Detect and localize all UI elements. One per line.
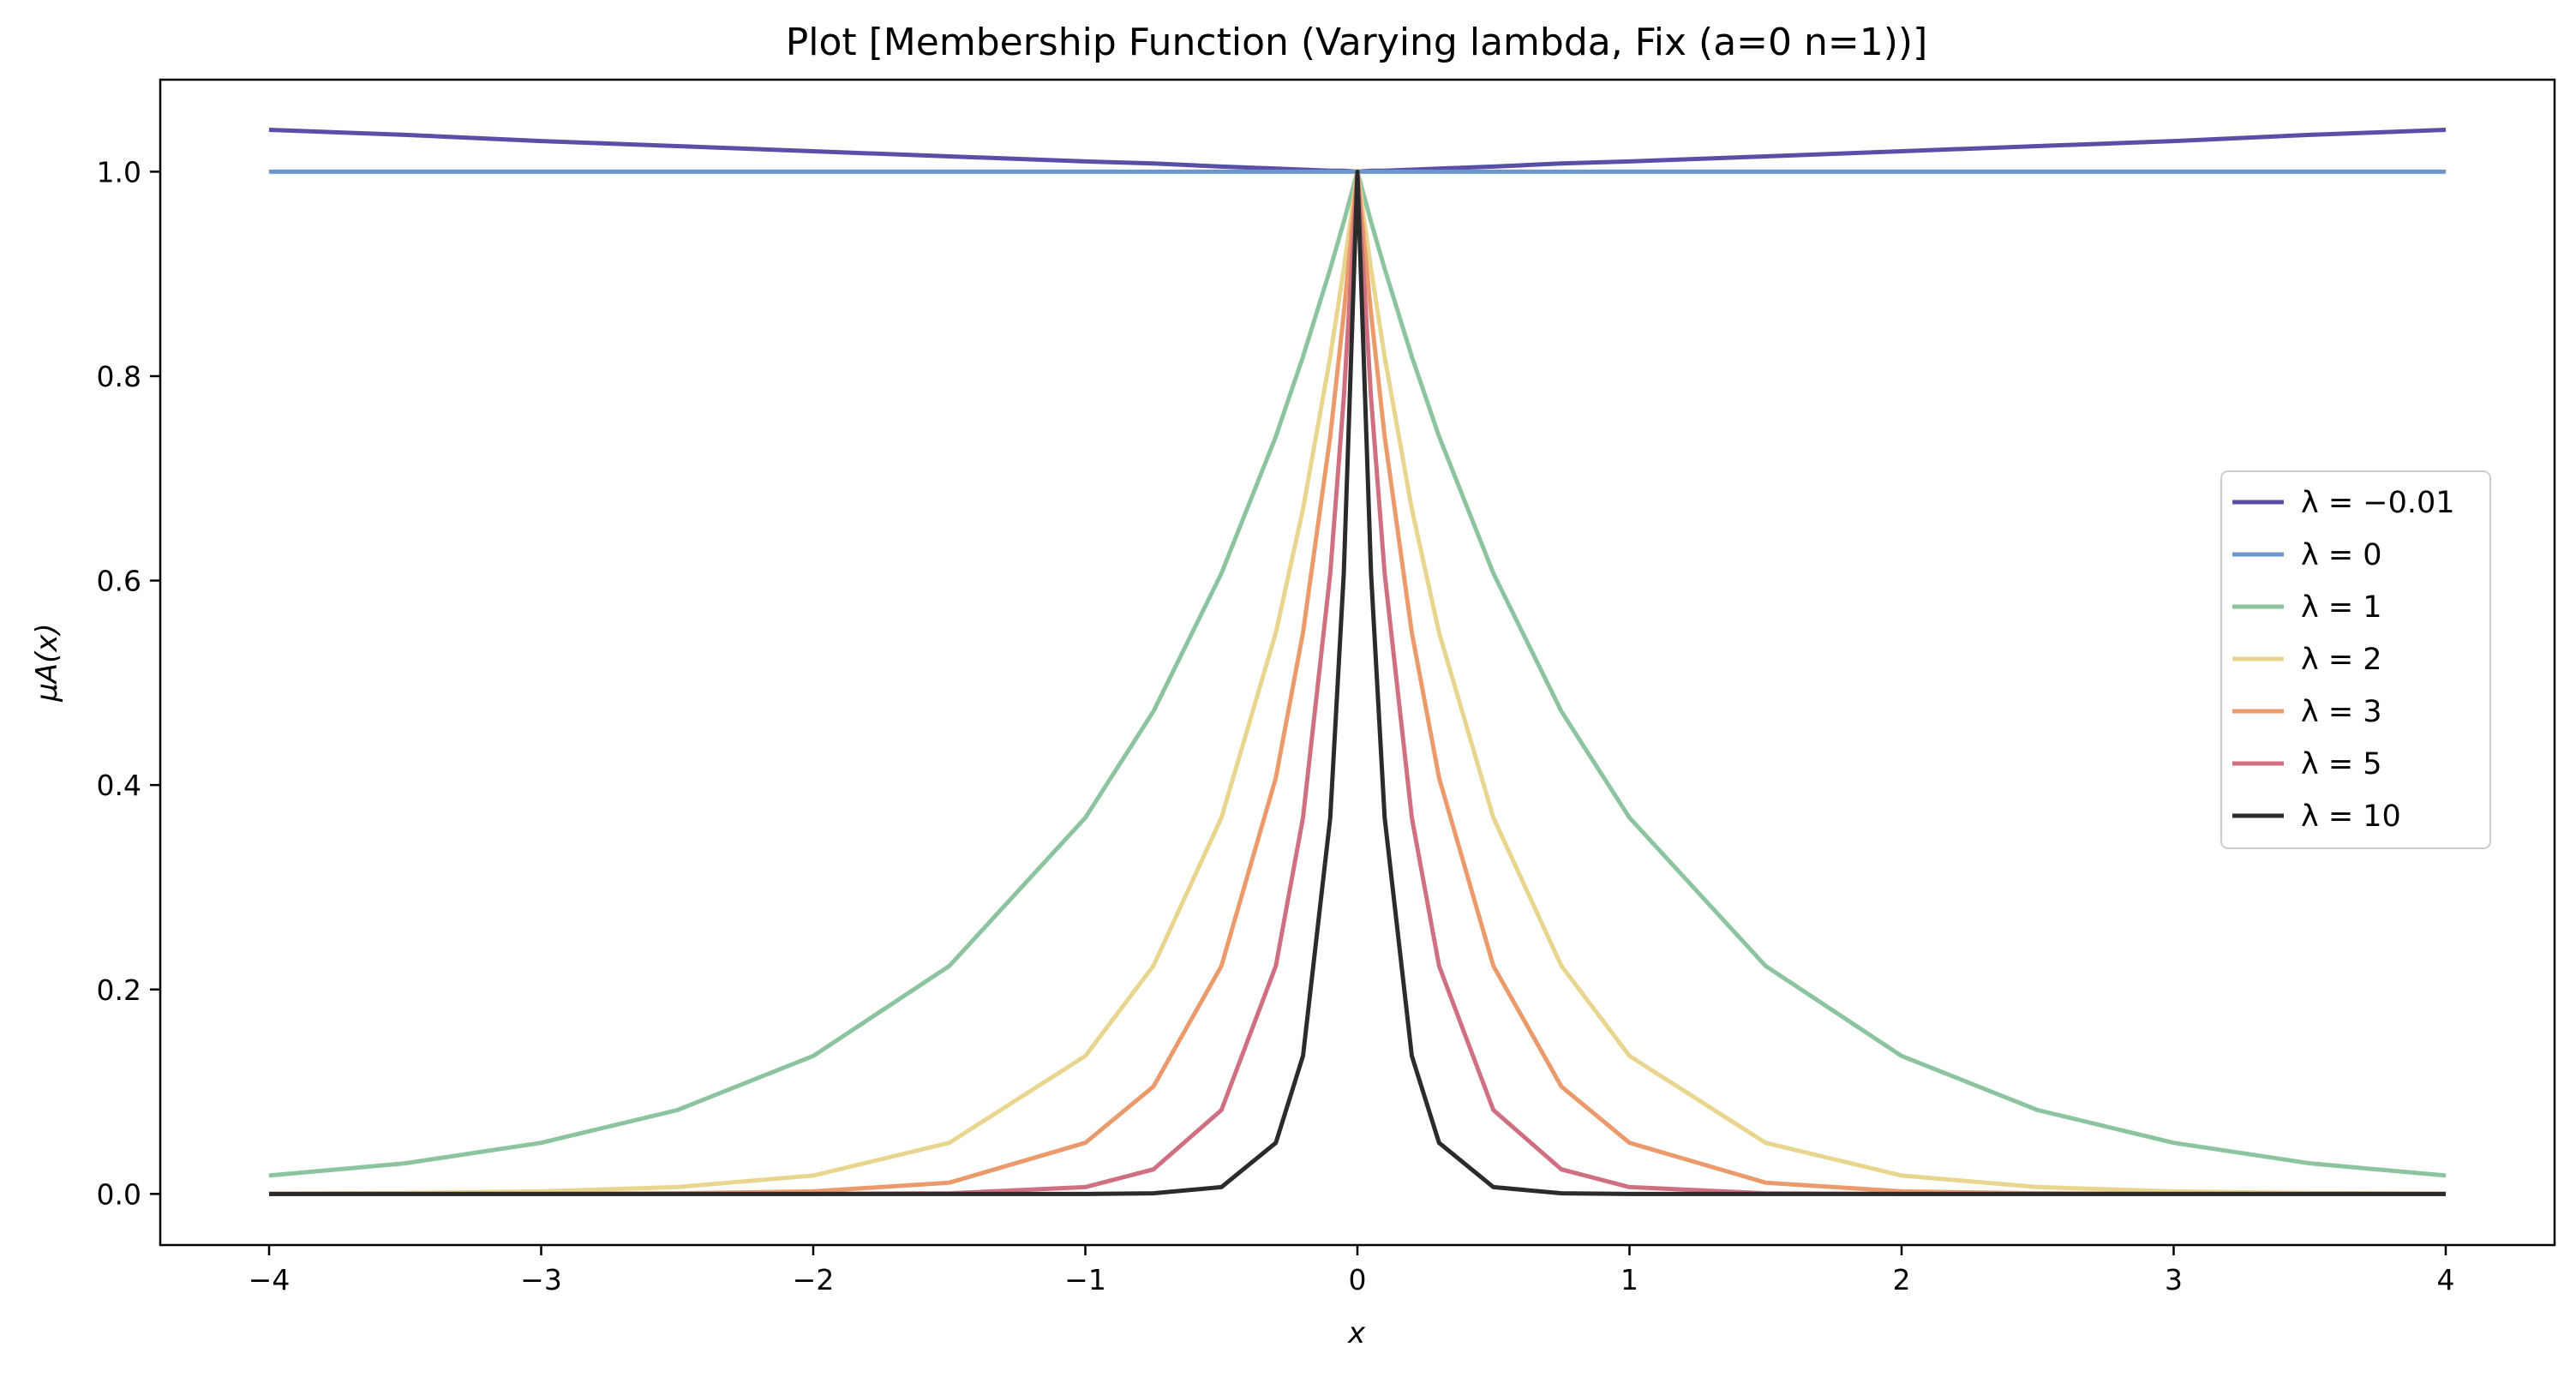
y-tick-label: 1.0 — [97, 155, 141, 189]
series-layer — [268, 128, 2447, 1196]
y-tick-label: 0.2 — [97, 973, 141, 1007]
x-tick-label: 3 — [2165, 1263, 2183, 1296]
x-tick-label: 4 — [2437, 1263, 2455, 1296]
legend-label-0: λ = −0.01 — [2301, 486, 2455, 520]
y-axis-label: μA(x) — [30, 623, 64, 703]
legend-label-3: λ = 2 — [2301, 643, 2382, 677]
legend-label-4: λ = 3 — [2301, 695, 2382, 729]
legend-label-1: λ = 0 — [2301, 538, 2382, 572]
x-axis-ticks: −4 −3 −2 −1 0 1 2 3 4 — [249, 1245, 2455, 1296]
y-tick-label: 0.8 — [97, 360, 141, 393]
y-tick-label: 0.0 — [97, 1177, 141, 1211]
legend: λ = −0.01 λ = 0 λ = 1 λ = 2 λ = 3 λ = 5 λ = 10 — [2220, 470, 2491, 849]
y-tick-label: 0.6 — [97, 565, 141, 598]
series-line-6 — [269, 169, 2446, 1196]
x-tick-label: −2 — [793, 1263, 835, 1296]
legend-label-5: λ = 5 — [2301, 747, 2382, 781]
chart-title: Plot [Membership Function (Varying lambd… — [786, 21, 1928, 64]
x-tick-label: 0 — [1349, 1263, 1367, 1296]
legend-label-2: λ = 1 — [2301, 590, 2382, 625]
legend-label-6: λ = 10 — [2301, 799, 2401, 834]
x-tick-label: −1 — [1064, 1263, 1106, 1296]
y-axis-ticks: 0.0 0.2 0.4 0.6 0.8 1.0 — [97, 155, 160, 1211]
x-tick-label: 2 — [1893, 1263, 1911, 1296]
x-tick-label: −3 — [520, 1263, 562, 1296]
x-axis-label: x — [1347, 1316, 1366, 1350]
x-tick-label: −4 — [249, 1263, 291, 1296]
y-tick-label: 0.4 — [97, 769, 141, 802]
x-tick-label: 1 — [1620, 1263, 1638, 1296]
legend-box — [2220, 470, 2491, 849]
